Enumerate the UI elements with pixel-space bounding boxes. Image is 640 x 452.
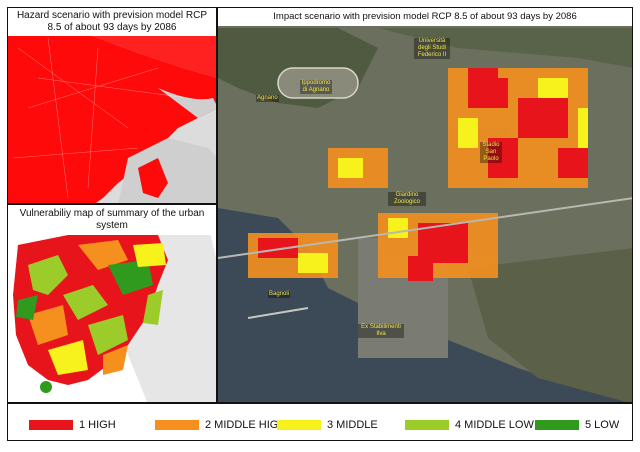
label-ippodromo: Ippodromo di Agnano [300,80,332,94]
vulnerability-title: Vulnerabiliy map of summary of the urban… [8,205,216,235]
hazard-title: Hazard scenario with prevision model RCP… [8,8,216,36]
legend-item-middle-high: 2 MIDDLE HIGH [155,418,286,432]
label-ex-stabilimenti: Ex Stabilimenti Ilva [358,324,404,338]
legend-swatch-high [29,420,73,430]
legend-item-middle: 3 MIDDLE [277,418,378,432]
legend: 1 HIGH 2 MIDDLE HIGH 3 MIDDLE 4 MIDDLE L… [7,403,633,441]
legend-label-middle-low: 4 MIDDLE LOW [455,419,534,431]
legend-item-high: 1 HIGH [29,418,116,432]
vulnerability-map [8,205,216,402]
impact-panel: Impact scenario with prevision model RCP… [217,7,633,403]
label-giardino: Giardino Zoologico [388,192,426,206]
legend-label-middle-high: 2 MIDDLE HIGH [205,419,287,431]
legend-item-low: 5 LOW [535,418,619,432]
impact-title: Impact scenario with prevision model RCP… [218,8,632,26]
legend-swatch-middle-low [405,420,449,430]
label-bagnoli: Bagnoli [268,291,291,298]
legend-swatch-middle-high [155,420,199,430]
legend-label-high: 1 HIGH [79,419,116,431]
legend-item-middle-low: 4 MIDDLE LOW [405,418,534,432]
legend-swatch-middle [277,420,321,430]
hazard-panel: Hazard scenario with prevision model RCP… [7,7,217,204]
legend-label-middle: 3 MIDDLE [327,419,378,431]
label-universita: Università degli Studi Federico II [414,38,450,59]
impact-map [218,8,632,402]
hazard-map [8,8,216,203]
legend-swatch-low [535,420,579,430]
label-stadio: Stadio San Paolo [480,142,502,163]
label-agnano: Agnano [256,95,279,102]
vulnerability-panel: Vulnerabiliy map of summary of the urban… [7,204,217,403]
legend-label-low: 5 LOW [585,419,620,431]
